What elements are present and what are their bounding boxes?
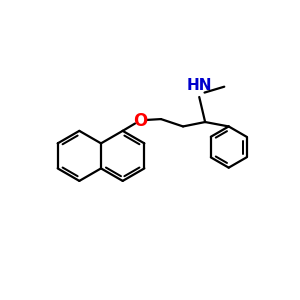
- Text: O: O: [133, 112, 148, 130]
- Text: HN: HN: [187, 78, 212, 93]
